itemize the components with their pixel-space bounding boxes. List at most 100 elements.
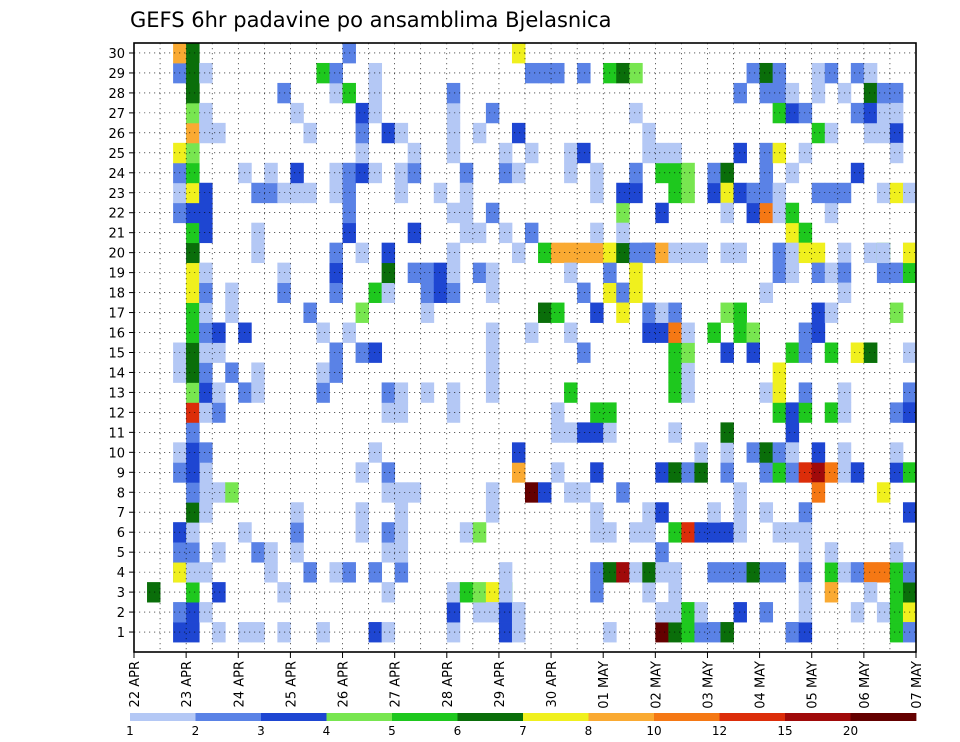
heatmap-cell [759,502,774,523]
heatmap-cell [355,142,369,164]
heatmap-cell [733,322,747,343]
heatmap-cell [329,262,343,284]
heatmap-cell [199,322,213,343]
y-axis-ticks: 1234567891011121314151617181920212223242… [108,47,134,641]
heatmap-cell [889,582,904,603]
heatmap-cell [355,302,369,323]
heatmap-cell [811,62,826,84]
heatmap-cell [681,602,695,623]
heatmap-cell [746,562,760,583]
heatmap-cell [186,382,200,403]
heatmap-cell [199,62,213,84]
y-tick-label: 13 [108,386,125,401]
heatmap-cell [733,562,747,583]
y-tick-label: 29 [108,67,125,82]
heatmap-cell [433,182,448,204]
heatmap-cell [850,562,865,583]
y-tick-label: 21 [108,227,125,242]
heatmap-cell [381,242,396,264]
heatmap-cell [551,422,565,443]
heatmap-cell [329,362,343,383]
heatmap-cell [863,342,878,363]
heatmap-cells [147,43,917,643]
heatmap-cell [746,62,760,84]
y-tick-label: 30 [108,47,125,62]
heatmap-cell [199,302,213,323]
heatmap-cell [564,242,578,264]
heatmap-cell [186,302,200,323]
heatmap-cell [511,462,526,483]
heatmap-cell [629,62,643,84]
heatmap-cell [889,102,904,124]
heatmap-cell [186,542,200,563]
heatmap-cell [616,302,630,323]
heatmap-cell [798,542,813,563]
heatmap-cell [824,562,839,583]
heatmap-cell [394,522,409,543]
heatmap-cell [186,562,200,583]
heatmap-cell [316,622,330,643]
colorbar-label: 8 [585,724,593,738]
heatmap-cell [329,282,343,303]
heatmap-cell [694,602,708,623]
heatmap-cell [759,462,774,483]
x-tick-label: 28 APR [441,661,456,707]
heatmap-cell [798,222,813,244]
heatmap-cell [264,542,278,563]
heatmap-cell [511,622,526,643]
colorbar-swatch [130,713,196,721]
heatmap-cell [564,422,578,443]
x-tick-label: 27 APR [389,661,404,707]
heatmap-cell [681,342,695,363]
heatmap-cell [785,202,800,224]
heatmap-cell [316,322,330,343]
heatmap-cell [629,182,643,204]
heatmap-cell [590,162,604,184]
heatmap-cell [824,182,839,204]
heatmap-cell [746,442,760,463]
heatmap-cell [511,162,526,184]
heatmap-cell [368,622,383,643]
heatmap-cell [199,102,213,124]
heatmap-cell [485,502,500,523]
heatmap-cell [616,242,630,264]
heatmap-cell [381,522,396,543]
heatmap-cell [446,382,461,403]
y-tick-label: 4 [117,566,125,581]
heatmap-cell [655,242,669,264]
heatmap-cell [446,282,461,303]
heatmap-cell [876,82,891,104]
heatmap-cell [498,562,513,583]
heatmap-cell [368,282,383,303]
heatmap-cell [186,122,200,144]
heatmap-cell [577,282,591,303]
heatmap-cell [186,602,200,623]
heatmap-cell [551,302,565,323]
heatmap-cell [420,382,435,403]
y-tick-label: 10 [108,446,125,461]
heatmap-cell [759,202,774,224]
colorbar: 1 2 3 4 5 6 7 8 10 12 15 20 [126,713,917,738]
heatmap-cell [199,222,213,244]
heatmap-cell [212,542,226,563]
heatmap-cell [186,442,200,463]
heatmap-cell [199,462,213,483]
y-tick-label: 7 [117,506,125,521]
heatmap-cell [329,342,343,363]
y-tick-label: 27 [108,107,125,122]
heatmap-cell [368,442,383,463]
heatmap-cell [616,202,630,224]
heatmap-cell [694,522,708,543]
heatmap-cell [824,342,839,363]
heatmap-cell [459,522,474,543]
heatmap-cell [655,302,669,323]
heatmap-cell [759,182,774,204]
heatmap-cell [329,162,343,184]
gridlines [134,43,916,652]
heatmap-cell [785,162,800,184]
heatmap-cell [381,582,396,603]
heatmap-cell [889,442,904,463]
heatmap-cell [616,562,630,583]
heatmap-cell [564,262,578,284]
heatmap-cell [199,502,213,523]
